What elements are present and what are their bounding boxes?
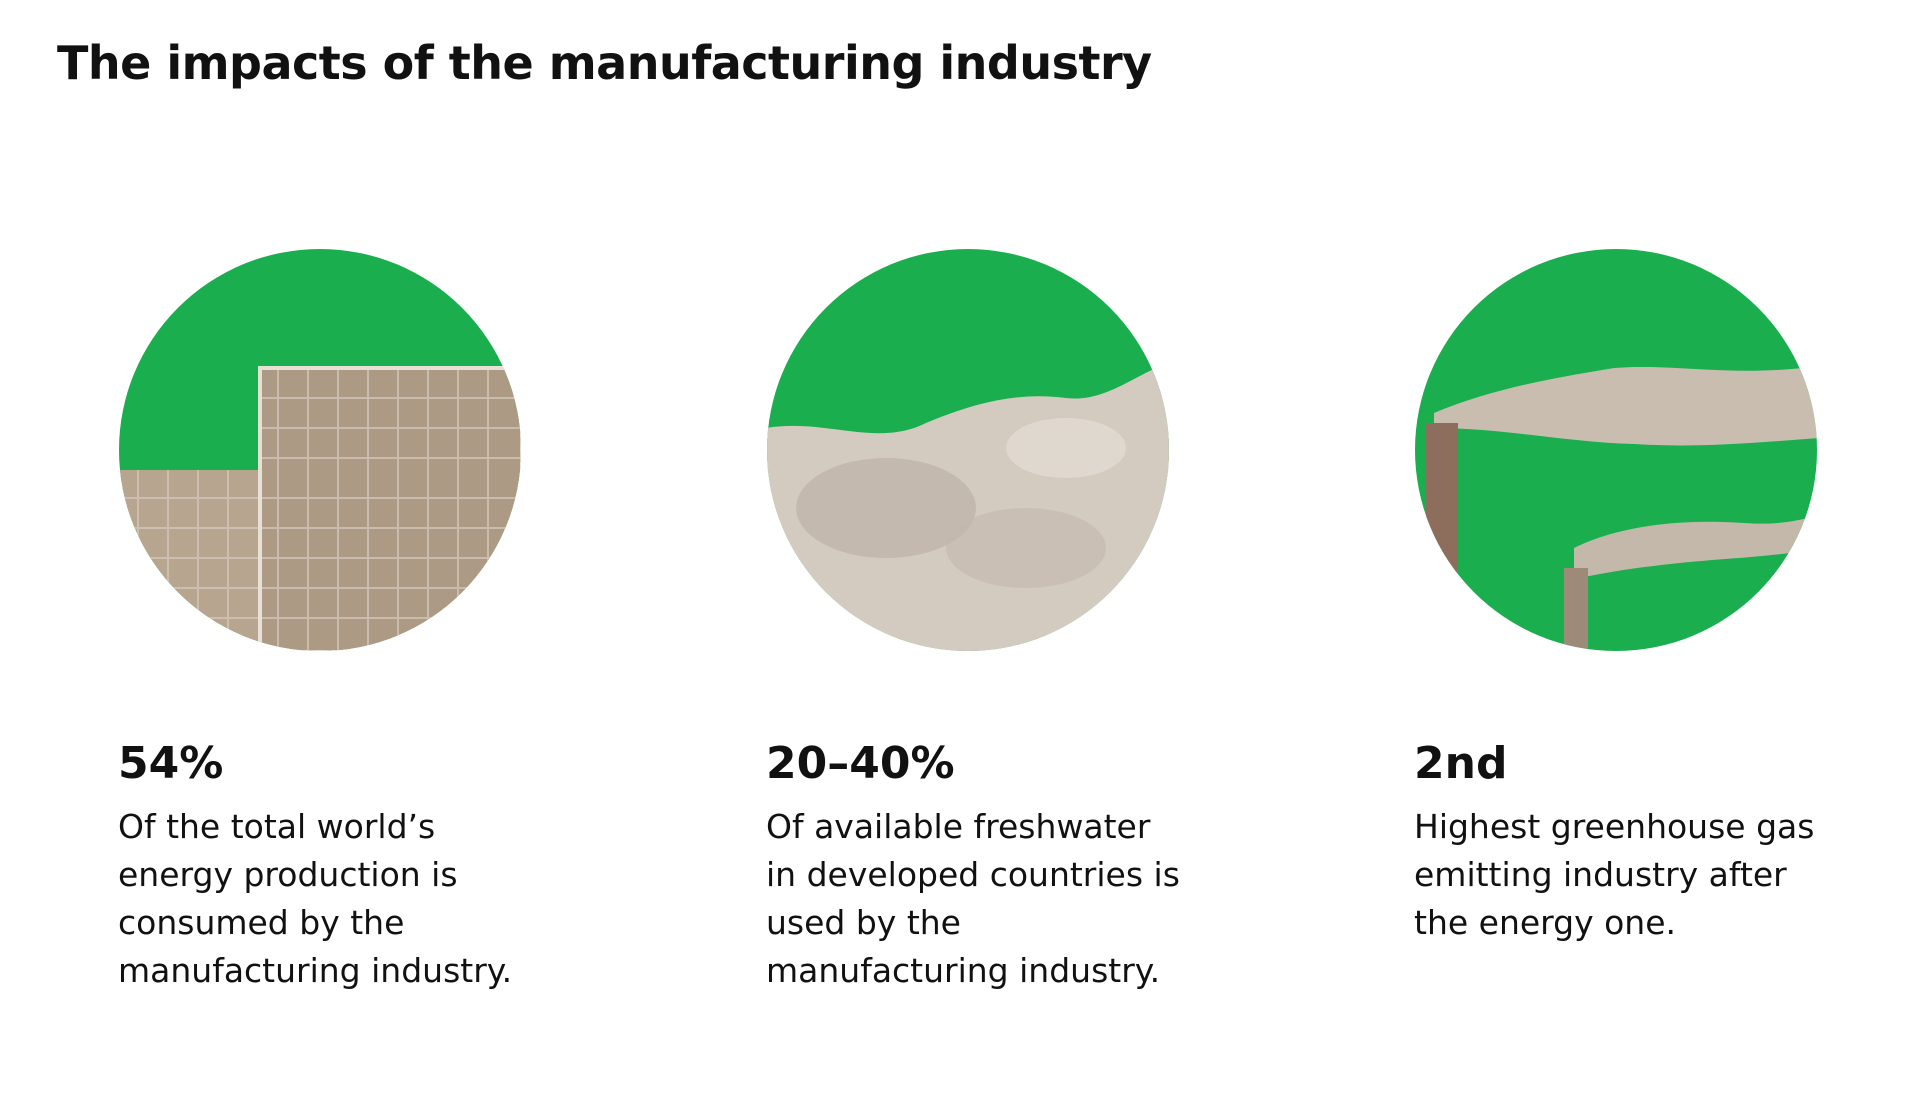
stat-description: Highest greenhouse gas emitting industry … — [1414, 803, 1814, 947]
stat-description: Of the total world’s energy production is… — [118, 803, 512, 995]
description-line: manufacturing industry. — [118, 951, 513, 990]
stat-card: 20–40% Of available freshwater in develop… — [766, 248, 1246, 990]
description-line: consumed by the — [118, 903, 405, 942]
illustration — [119, 249, 521, 651]
description-line: energy production is — [118, 855, 458, 894]
stat-value: 54% — [118, 738, 224, 789]
description-line: Of the total world’s — [118, 807, 436, 846]
description-line: Of available freshwater — [766, 807, 1151, 846]
stat-card: 2nd Highest greenhouse gas emitting indus… — [1414, 248, 1894, 942]
description-line: the energy one. — [1414, 903, 1677, 942]
stat-value: 2nd — [1414, 738, 1508, 789]
title: The impacts of the manufacturing industr… — [57, 36, 1152, 90]
description-line: manufacturing industry. — [766, 951, 1161, 990]
illustration — [767, 249, 1169, 651]
description-line: in developed countries is — [766, 855, 1180, 894]
description-line: emitting industry after — [1414, 855, 1787, 894]
description-line: used by the — [766, 903, 961, 942]
description-line: Highest greenhouse gas — [1414, 807, 1815, 846]
stat-card: 54% Of the total world’s energy productio… — [118, 248, 598, 990]
illustration — [1415, 249, 1817, 651]
stat-value: 20–40% — [766, 738, 955, 789]
stat-description: Of available freshwater in developed coun… — [766, 803, 1180, 995]
